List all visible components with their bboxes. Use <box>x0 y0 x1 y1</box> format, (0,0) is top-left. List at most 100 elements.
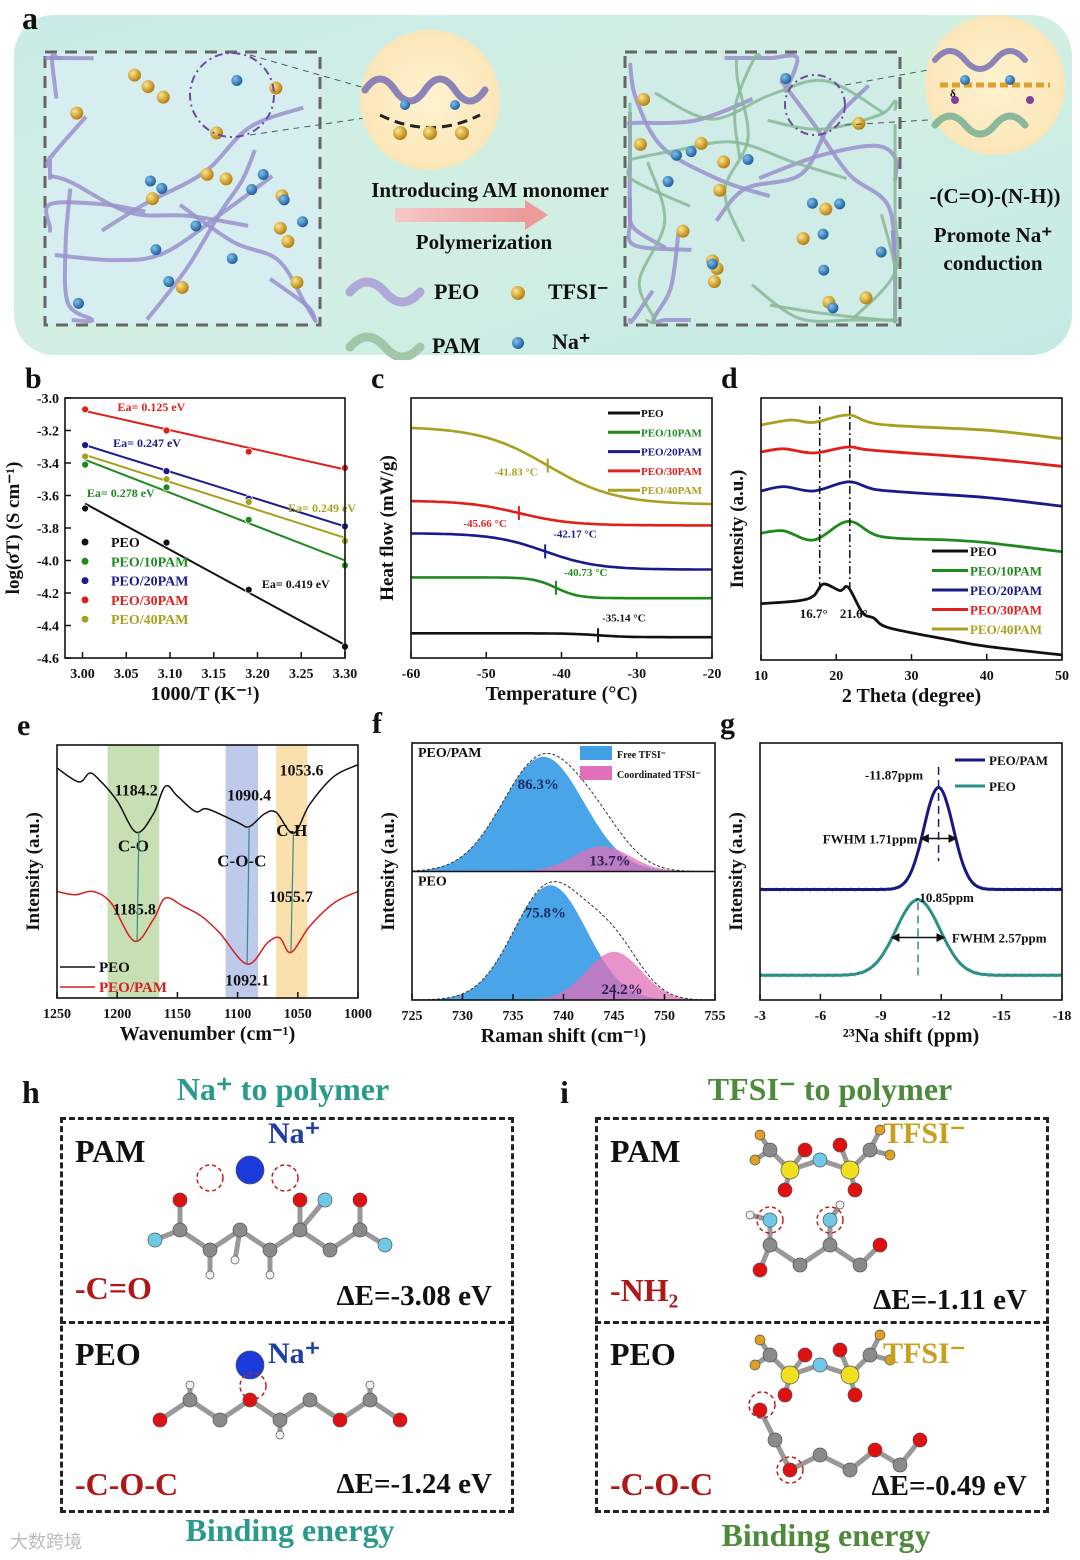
atom-C <box>202 1242 218 1258</box>
plot-frame <box>760 397 1063 661</box>
x-tick-label: 3.10 <box>158 667 183 682</box>
atom-F <box>884 1354 896 1366</box>
pam-chain <box>654 78 886 121</box>
data-point <box>244 585 253 594</box>
na-ion <box>780 72 792 84</box>
panel-label-g: g <box>720 707 735 740</box>
free-tfsi-area <box>412 885 715 1000</box>
promote-label-line2: conduction <box>943 251 1043 275</box>
x-tick-label: 3.30 <box>333 667 358 682</box>
h-row2-group: -C-O-C <box>75 1466 179 1502</box>
y-tick-label: -4.2 <box>37 587 59 602</box>
tfsi-ion-icon <box>393 126 407 140</box>
na-ion <box>156 182 168 194</box>
dsc-curve-PEO/10PAM <box>411 576 712 600</box>
atom-O <box>352 1192 368 1208</box>
x-tick-label: 50 <box>1055 669 1069 684</box>
tfsi-ion <box>200 167 214 181</box>
data-point <box>81 441 90 450</box>
fit-line-PEO/20PAM <box>84 444 346 528</box>
fit-line-PEO/10PAM <box>84 458 346 562</box>
pam-chain <box>733 52 762 159</box>
envelope-curve <box>412 881 715 1001</box>
x-tick-label: 1100 <box>224 1007 251 1022</box>
legend-peo-label: PEO <box>434 279 480 304</box>
highlight-circle <box>748 1391 776 1419</box>
x-tick-label: -18 <box>1053 1009 1072 1024</box>
data-point <box>162 467 171 476</box>
atom-C <box>322 1242 338 1258</box>
plot-frame <box>56 744 359 999</box>
na-ion <box>278 194 290 206</box>
x-tick-label: 10 <box>754 669 768 684</box>
data-point <box>162 483 171 492</box>
tg-label: -41.83 °C <box>494 467 538 479</box>
legend-label: Free TFSI⁻ <box>617 750 666 761</box>
legend-label: PEO/30PAM <box>111 594 189 609</box>
legend-label: PEO/20PAM <box>111 575 189 590</box>
x-tick-label: 40 <box>980 669 994 684</box>
atom-O <box>752 1402 768 1418</box>
subplot-label: PEO <box>418 875 447 890</box>
x-tick-label: 1000 <box>344 1007 372 1022</box>
legend-label: PEO/40PAM <box>970 622 1042 637</box>
atom-C <box>762 1347 778 1363</box>
atom-C <box>762 1142 778 1158</box>
na-ion <box>834 198 846 210</box>
y-axis-label: Intensity (a.u.) <box>726 812 747 931</box>
tfsi-ion <box>694 136 708 150</box>
molecule-model <box>752 1402 928 1478</box>
y-axis-label: Intensity (a.u.) <box>727 470 748 589</box>
tfsi-ion <box>713 183 727 197</box>
peo-chain <box>49 173 249 228</box>
atom-Na <box>235 1350 265 1380</box>
xrd-curve-PEO/20PAM <box>760 480 1063 508</box>
atom-O <box>242 1392 258 1408</box>
atom-H <box>230 1255 240 1265</box>
plot-area: Ea= 0.419 eV PEO Ea= 0.278 eV PEO/10PAM Ea= … <box>81 400 356 651</box>
h-row1-group: -C=O <box>75 1270 152 1306</box>
x-axis-label: Temperature (°C) <box>486 683 638 705</box>
atom-F <box>754 1129 766 1141</box>
dsc-curve-PEO/30PAM <box>410 499 712 527</box>
h-row1-polymer: PAM <box>75 1133 146 1169</box>
peak-label: 1055.7 <box>269 889 313 906</box>
legend-label: PEO/40PAM <box>641 485 703 497</box>
y-axis-label: log(σT) (S cm⁻¹) <box>3 462 24 595</box>
atom-C <box>762 1237 778 1253</box>
plot-area: PEO/PAM 86.3% 13.7% PEO 75.8% 24.2% Free TFSI⁻… <box>411 746 715 1001</box>
atom-O <box>292 1192 308 1208</box>
plot-frame <box>759 742 1063 1001</box>
x-tick-label: 745 <box>604 1009 625 1024</box>
activation-energy-label: Ea= 0.278 eV <box>87 486 155 500</box>
peo-chain <box>714 84 871 223</box>
atom-H <box>275 1430 285 1440</box>
peo-chain <box>268 277 318 324</box>
atom-C <box>822 1237 838 1253</box>
na-ion <box>150 244 162 256</box>
i-row2-ion: TFSI⁻ <box>883 1337 966 1370</box>
fit-line-PEO <box>84 502 346 646</box>
data-point <box>244 515 253 524</box>
highlight-circle <box>239 1372 267 1400</box>
functional-group-label: -(C=O)-(N-H)) <box>929 184 1061 208</box>
na-legend-icon <box>512 337 524 349</box>
highlight-circle <box>271 1164 299 1192</box>
legend-label: PEO/10PAM <box>111 555 189 570</box>
zoom-guide-line <box>844 69 929 86</box>
pam-chain <box>851 124 900 320</box>
delta-label: δ <box>950 88 956 100</box>
na-ion <box>818 264 830 276</box>
x-tick-label: 20 <box>829 669 843 684</box>
na-ion <box>662 176 674 188</box>
peak-label: 21.6° <box>840 606 868 621</box>
peo-chain <box>44 200 146 233</box>
legend-label: PEO/PAM <box>989 753 1048 768</box>
x-tick-label: -15 <box>992 1009 1011 1024</box>
tg-label: -40.73 °C <box>564 567 608 579</box>
data-point <box>81 504 90 513</box>
x-tick-label: 750 <box>654 1009 675 1024</box>
na-ion-icon <box>400 100 410 110</box>
